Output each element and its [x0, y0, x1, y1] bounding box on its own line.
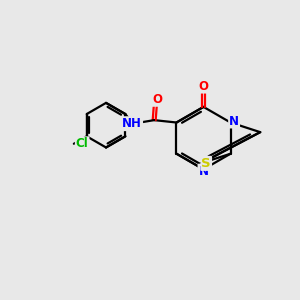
Text: S: S [201, 157, 211, 170]
Text: NH: NH [122, 117, 142, 130]
Text: O: O [199, 80, 208, 93]
Text: Cl: Cl [76, 137, 88, 150]
Text: N: N [199, 165, 208, 178]
Text: O: O [152, 93, 162, 106]
Text: N: N [229, 115, 239, 128]
